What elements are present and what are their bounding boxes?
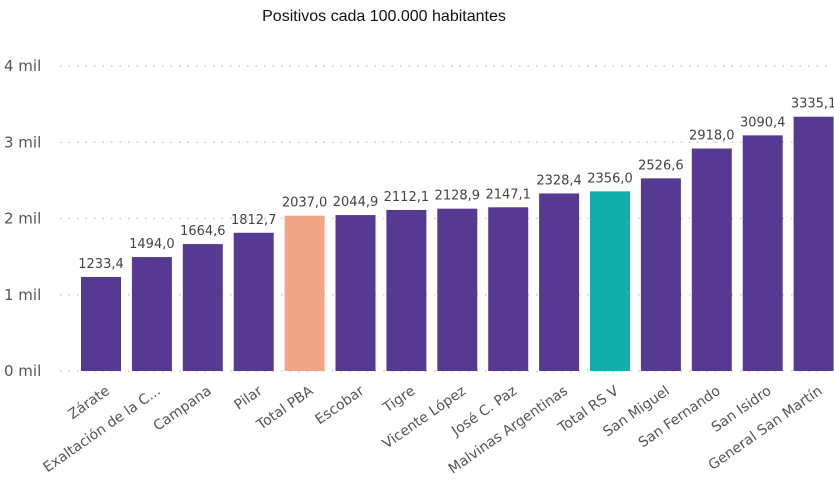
x-tick-label: Tigre	[380, 383, 419, 417]
x-tick-label: Total PBA	[253, 383, 316, 434]
data-label: 3090,4	[740, 115, 786, 130]
data-label: 2147,1	[485, 187, 531, 202]
data-label: 1233,4	[78, 257, 124, 272]
bar	[590, 191, 630, 371]
x-tick-label: Escobar	[313, 383, 368, 428]
data-label: 2128,9	[435, 189, 481, 204]
bar	[182, 244, 223, 371]
data-label: 1494,0	[129, 237, 175, 252]
data-label: 2526,6	[638, 158, 684, 173]
bar	[742, 135, 783, 371]
bar	[691, 148, 732, 371]
data-label: 2112,1	[384, 190, 430, 205]
y-tick-label: 3 mil	[4, 133, 41, 151]
x-tick-label: Pilar	[232, 383, 266, 414]
bar	[386, 209, 427, 371]
data-label: 2328,4	[536, 173, 582, 188]
data-label: 2037,0	[282, 196, 328, 211]
x-tick-label: Campana	[151, 383, 215, 434]
bar	[284, 215, 325, 371]
data-label: 3335,1	[791, 97, 834, 112]
bar	[131, 257, 172, 371]
y-tick-label: 2 mil	[4, 210, 41, 228]
bar	[437, 208, 478, 371]
bar	[488, 207, 529, 371]
data-label: 2918,0	[689, 129, 735, 144]
bar	[81, 276, 121, 371]
chart-title: Positivos cada 100.000 habitantes	[262, 8, 506, 25]
bar	[233, 232, 274, 371]
bar	[793, 116, 834, 371]
bar	[335, 215, 376, 371]
bar	[640, 178, 681, 371]
y-tick-label: 1 mil	[4, 286, 41, 304]
y-tick-label: 4 mil	[4, 57, 41, 75]
y-tick-label: 0 mil	[4, 362, 41, 380]
bar	[539, 193, 580, 371]
data-label: 1664,6	[180, 224, 226, 239]
data-label: 2044,9	[333, 195, 379, 210]
data-label: 2356,0	[587, 171, 633, 186]
data-label: 1812,7	[231, 213, 277, 228]
